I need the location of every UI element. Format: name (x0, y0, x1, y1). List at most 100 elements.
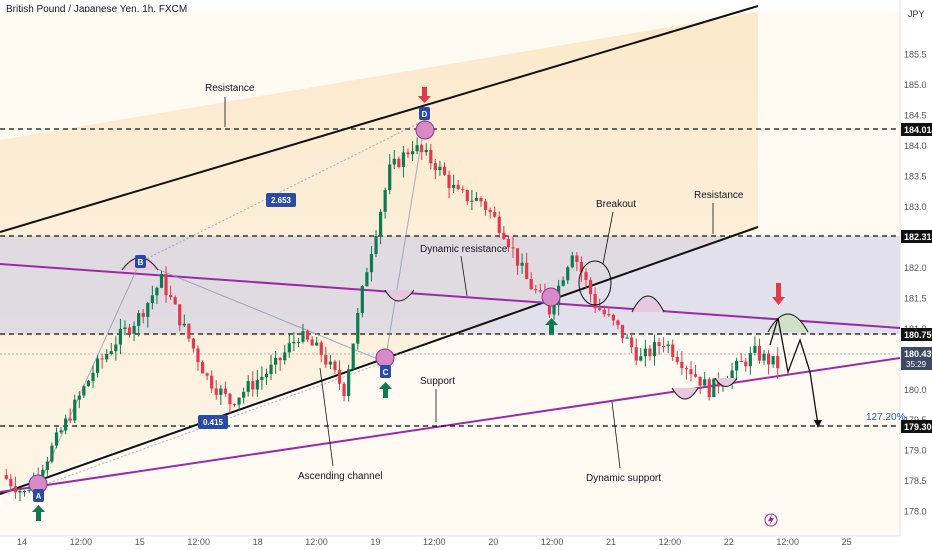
candle-body (132, 325, 136, 334)
buy-arrow-a (32, 505, 45, 521)
lightning-icon[interactable] (764, 513, 778, 527)
candle-body (41, 469, 45, 479)
time-tick-label: 12:00 (305, 537, 328, 547)
dynamic-support-line (0, 357, 901, 493)
annotation-resistance-2: Resistance (694, 190, 744, 201)
badge-d (419, 107, 430, 120)
candle-body (447, 174, 451, 189)
candle-body (420, 145, 424, 153)
candle-body (95, 358, 100, 373)
candle-body (301, 331, 305, 342)
candle-body (374, 236, 378, 255)
candle-body (269, 364, 273, 374)
badge-c-text: C (383, 368, 389, 377)
price-tag-180750-text: 180.750 (904, 330, 932, 340)
price-tags: 184.014 182.319 180.750 180.437 35:29 17… (901, 123, 932, 433)
candle-body (529, 279, 533, 290)
candle-body (137, 313, 141, 326)
candle-body (506, 238, 510, 248)
candle-body (575, 255, 579, 262)
candle-body (648, 348, 652, 357)
annotation-pointers (224, 97, 714, 469)
lower-high-arc (631, 295, 665, 313)
candle-body (305, 331, 310, 340)
candle-body (515, 248, 520, 266)
candle-body (753, 346, 757, 353)
signal-arrows (32, 87, 785, 521)
price-tag-current-text: 180.437 (904, 349, 932, 359)
candle-body (424, 149, 428, 153)
candle-body (105, 353, 109, 360)
time-tick-label: 12:00 (541, 537, 564, 547)
candle-body (680, 361, 684, 369)
time-axis[interactable]: 14 12:00 15 12:00 18 12:00 19 12:00 20 12:00 21 12:… (17, 537, 852, 547)
candle-body (232, 404, 237, 406)
price-tag-184014-text: 184.014 (904, 125, 932, 135)
candle-body (739, 360, 743, 362)
candle-body (159, 274, 164, 288)
candle-body (210, 375, 214, 389)
candle-body (520, 262, 524, 266)
candle-body (620, 324, 625, 339)
candle-body (757, 346, 762, 361)
candle-body (762, 353, 766, 361)
time-tick-label: 12:00 (659, 537, 682, 547)
candle-body (392, 158, 396, 165)
currency-label: JPY (908, 9, 925, 19)
candle-body (657, 342, 661, 346)
price-tag-current (901, 347, 932, 370)
breakout-arc (384, 289, 415, 302)
candle-body (433, 163, 437, 171)
candle-body (351, 343, 355, 370)
time-tick-label: 12:00 (187, 537, 210, 547)
candle-body (410, 151, 415, 155)
candle-body (502, 232, 506, 239)
candle-body (465, 190, 469, 202)
badge-fib-2-text: 0.415 (203, 418, 224, 427)
candle-body (283, 352, 287, 361)
price-tag-184014 (901, 123, 932, 136)
candle-body (689, 369, 693, 375)
candle-body (429, 149, 433, 164)
candle-body (625, 337, 629, 339)
candle-body (287, 343, 291, 353)
candle-body (547, 301, 552, 315)
price-tag-countdown: 35:29 (906, 360, 927, 369)
candle-body (730, 370, 734, 382)
candle-body (566, 267, 570, 281)
candle-body (292, 341, 296, 344)
candle-body (356, 312, 360, 344)
candle-body (141, 313, 145, 317)
candle-body (607, 314, 611, 316)
candle-body (360, 286, 364, 313)
candle-body (397, 158, 401, 167)
price-axis[interactable]: 178.0178.5179.0179.5180.0180.5181.0181.5… (904, 50, 927, 517)
candle-body (511, 247, 515, 249)
candle-body (570, 255, 574, 268)
time-tick-label: 12:00 (70, 537, 93, 547)
candle-body (616, 320, 620, 325)
candle-body (182, 323, 186, 326)
candle-body (671, 344, 675, 357)
point-d-marker (415, 120, 435, 140)
badge-a-text: A (36, 492, 42, 501)
low-1-arc (671, 387, 699, 400)
price-tick-label: 181.5 (904, 293, 927, 303)
candle-body (173, 297, 177, 305)
candle-body (118, 329, 122, 345)
fib-bd-line (139, 119, 426, 263)
candle-body (274, 357, 278, 365)
candle-body (9, 478, 13, 487)
candle-body (634, 347, 638, 361)
candle-body (712, 378, 716, 398)
channel-upper-line (0, 5, 759, 233)
candle-body (328, 361, 332, 365)
candle-body (191, 338, 196, 349)
price-tick-label: 185.0 (904, 80, 927, 90)
candle-body (707, 379, 711, 398)
candle-body (652, 342, 657, 357)
candle-body (260, 376, 264, 381)
candle-body (50, 445, 54, 462)
candle-body (68, 418, 72, 421)
